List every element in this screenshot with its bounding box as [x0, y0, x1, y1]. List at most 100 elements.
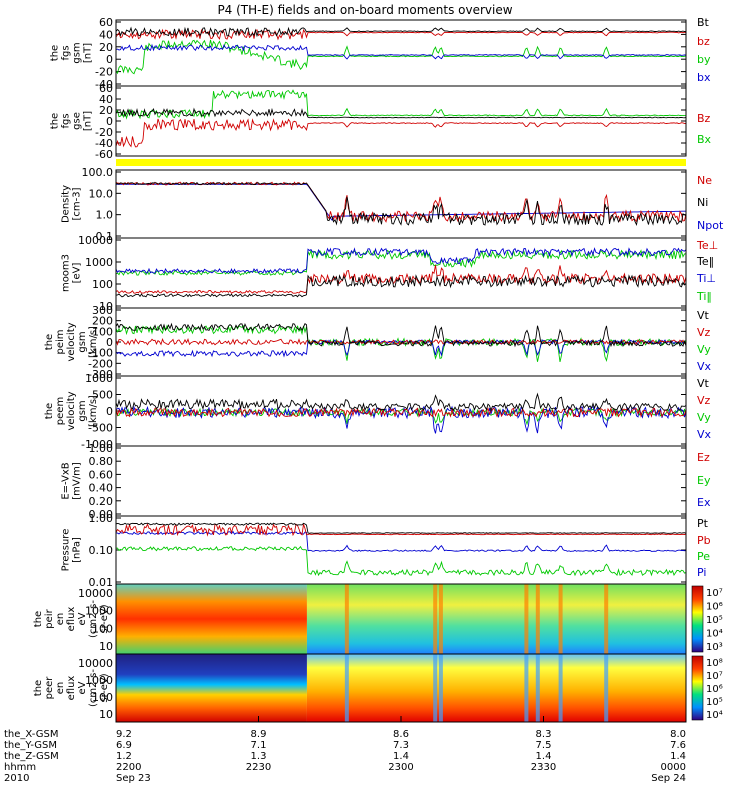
- series-line-black: [116, 522, 686, 534]
- y-axis-label-line: en: [55, 613, 66, 626]
- y-axis-label-line: eflux: [66, 676, 77, 701]
- spectrogram-post: [306, 584, 686, 654]
- series-line-red: [116, 181, 686, 223]
- y-tick-label: -100: [88, 347, 113, 360]
- y-tick-label: 10: [99, 708, 113, 721]
- x-tick-label: 1.2: [116, 751, 132, 762]
- y-axis-label-line: sr-eV): [99, 673, 110, 702]
- y-tick-label: -300: [88, 368, 113, 381]
- colorbar-label: 10⁷: [706, 671, 723, 682]
- series-line-green: [116, 39, 686, 75]
- y-tick-label: 100: [92, 278, 113, 291]
- legend-density-2: Npot: [697, 219, 724, 232]
- colorbar-label: 10⁴: [706, 710, 723, 721]
- y-axis-label-line: fgs: [61, 113, 72, 128]
- y-tick-label: 200: [92, 315, 113, 328]
- legend-exb-1: Ey: [697, 474, 711, 487]
- y-axis-label-line: Pressure: [61, 529, 72, 572]
- y-tick-label: 10000: [78, 657, 113, 670]
- series-line-black: [116, 107, 686, 119]
- legend-peem-velocity-2: Vy: [697, 411, 711, 424]
- legend-temperature-3: Ti‖: [696, 290, 712, 303]
- x-tick-label: 7.5: [536, 740, 552, 751]
- y-tick-label: 0: [106, 405, 113, 418]
- panel-density: 100.0 10.0 1.0 0.1 Density [cm-3] Ne Ni Npot: [61, 166, 724, 243]
- y-axis-label: Density [cm-3]: [61, 185, 83, 223]
- series-line-blue: [116, 530, 686, 552]
- series-line-black: [116, 274, 686, 298]
- series-line-red: [116, 28, 686, 41]
- legend-peim-velocity-1: Vz: [697, 326, 711, 339]
- x-tick-label: 6.9: [116, 740, 132, 751]
- y-axis-label-line: sr-eV): [99, 604, 110, 633]
- y-axis-label-line: the: [50, 113, 61, 129]
- series-line-red: [116, 522, 686, 537]
- series-line-black: [116, 26, 686, 38]
- y-axis-label: moom3 [eV]: [61, 254, 83, 292]
- legend-temperature-0: Te⊥: [696, 239, 718, 252]
- x-tick-label: 1.4: [536, 751, 552, 762]
- y-tick-label: 0.20: [89, 495, 114, 508]
- series-line-red: [116, 118, 686, 148]
- y-tick-label: 100: [92, 622, 113, 635]
- legend-fgs-gsm-3: bx: [697, 71, 711, 84]
- y-axis-label-line: [nPa]: [72, 537, 83, 563]
- y-axis-label-line: E=-VxB: [61, 462, 72, 499]
- series-line-black: [116, 322, 686, 348]
- y-axis-label-line: velocity: [66, 391, 77, 430]
- y-axis-label-line: eV: [77, 681, 88, 694]
- y-axis-label-line: eflux: [66, 607, 77, 632]
- colorbar-label: 10³: [706, 642, 723, 653]
- y-tick-label: 20: [99, 104, 113, 117]
- legend-peem-velocity-0: Vt: [697, 377, 710, 390]
- x-tick-label: 2230: [246, 762, 271, 773]
- x-tick-label: 8.6: [393, 729, 409, 740]
- y-axis-label-line: gsm: [77, 331, 88, 352]
- y-axis-label-line: peim: [55, 329, 66, 354]
- y-axis-label-line: peer: [44, 676, 55, 700]
- x-row-label: the_Z-GSM: [4, 751, 59, 762]
- y-axis-label-line: [km/s]: [88, 326, 99, 358]
- y-axis-label-line: (cm2-s-: [88, 600, 99, 638]
- y-tick-label: -200: [88, 357, 113, 370]
- y-tick-label: 1.0: [96, 209, 114, 222]
- y-axis-label-line: [nT]: [83, 111, 94, 131]
- y-tick-label: 40: [99, 28, 113, 41]
- panel-temperature: 10000 1000 100 10 moom3 [eV] Te⊥ Te‖ Ti⊥ Ti‖: [61, 234, 719, 313]
- spectrogram-burst: [558, 654, 563, 722]
- y-axis-label-line: [km/s]: [88, 395, 99, 427]
- y-axis-label-line: velocity: [66, 322, 77, 361]
- y-axis-label-line: [cm-3]: [72, 187, 83, 220]
- y-tick-label: 60: [99, 16, 113, 29]
- y-tick-label: -40: [95, 137, 113, 150]
- series-line-red: [116, 265, 686, 294]
- y-tick-label: 1000: [85, 372, 113, 385]
- y-tick-label: 0.40: [89, 482, 114, 495]
- spectrogram-burst: [604, 654, 609, 722]
- legend-exb-0: Ez: [697, 451, 710, 464]
- figure-title: P4 (TH-E) fields and on-board moments ov…: [217, 3, 512, 17]
- y-axis-label-line: gsm: [72, 42, 83, 63]
- y-axis-label: the peer en eflux eV (cm2-s-sr-eV): [33, 669, 110, 707]
- y-tick-label: -20: [95, 126, 113, 139]
- spectrogram-burst: [438, 654, 443, 722]
- panel-exb: 1.000.800.600.400.200.00 E=-VxB [mV/m] Ez Ey…: [61, 442, 711, 521]
- spectrogram-burst: [535, 584, 540, 654]
- panel-peir-eflux: 10000 1000 100 10 the peir en eflux eV (cm2-s-sr-…: [33, 583, 723, 655]
- x-tick-label: 2330: [531, 762, 556, 773]
- spectrogram-burst: [524, 584, 529, 654]
- y-tick-label: 20: [99, 41, 113, 54]
- legend-fgs-gse-1: Bz: [697, 112, 711, 125]
- legend-fgs-gse-0: Bx: [697, 133, 712, 146]
- colorbar: [691, 585, 704, 653]
- x-tick-label: 7.3: [393, 740, 409, 751]
- x-tick-label: 0000: [661, 762, 686, 773]
- y-tick-label: 0.80: [89, 455, 114, 468]
- legend-pressure-0: Pt: [697, 517, 709, 530]
- legend-peim-velocity-0: Vt: [697, 309, 710, 322]
- x-tick-label: 1.3: [251, 751, 267, 762]
- y-tick-label: 1.00: [89, 512, 114, 525]
- x-row-label: the_Y-GSM: [4, 740, 57, 751]
